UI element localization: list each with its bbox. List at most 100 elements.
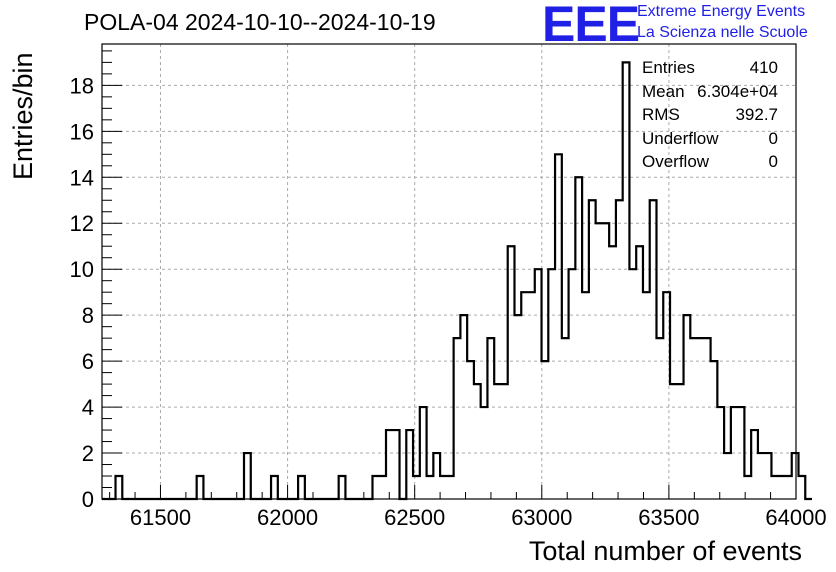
histogram-bin: [663, 292, 670, 499]
histogram-bin: [751, 430, 758, 499]
histogram-bin: [684, 315, 691, 499]
histogram-bin: [704, 338, 711, 499]
logo-line-1: Extreme Energy Events: [637, 3, 806, 20]
histogram-bin: [481, 407, 488, 499]
histogram-bin: [116, 476, 123, 499]
histogram-bin: [528, 292, 535, 499]
histogram-bin: [562, 338, 569, 499]
histogram-bin: [420, 407, 427, 499]
histogram-bin: [785, 476, 792, 499]
histogram-bin: [548, 269, 555, 499]
histogram-bin: [670, 384, 677, 499]
logo-line-2: La Scienza nelle Scuole: [637, 24, 808, 41]
histogram-bin: [197, 476, 204, 499]
x-tick-label: 63000: [511, 505, 572, 530]
histogram-bin: [514, 315, 521, 499]
y-tick-label: 6: [82, 349, 94, 374]
histogram-bin: [765, 453, 772, 499]
grid-lines: [102, 44, 796, 499]
histogram-bin: [677, 384, 684, 499]
histogram-bin: [508, 246, 515, 499]
histogram-bin: [792, 453, 799, 499]
histogram-bin: [393, 430, 400, 499]
histogram-bin: [521, 292, 528, 499]
stat-value: 0: [768, 128, 778, 148]
x-axis-label: Total number of events: [528, 536, 802, 566]
histogram-bin: [542, 361, 549, 499]
plot-frame: [101, 43, 797, 500]
histogram-bin: [643, 292, 650, 499]
histogram-bin: [771, 476, 778, 499]
histogram-bin: [474, 384, 481, 499]
histogram-bin: [582, 292, 589, 499]
histogram-bin: [372, 476, 379, 499]
histogram-bin: [711, 361, 718, 499]
histogram-bin: [650, 200, 657, 499]
histogram-bin: [406, 430, 413, 499]
histogram-bin: [744, 476, 751, 499]
histogram-bin: [460, 315, 467, 499]
histogram-bin: [758, 453, 765, 499]
histogram-bin: [575, 177, 582, 499]
stat-label: Mean: [642, 81, 685, 101]
histogram-bin: [778, 476, 785, 499]
stat-value: 392.7: [735, 105, 778, 124]
histogram-bin: [386, 430, 393, 499]
histogram-bin: [609, 246, 616, 499]
y-axis-label: Entries/bin: [8, 52, 38, 180]
stat-row-overflow: Overflow 0: [642, 152, 778, 176]
x-tick-label: 63500: [638, 505, 699, 530]
histogram-bin: [440, 476, 447, 499]
histogram-bin: [569, 269, 576, 499]
histogram-bin: [487, 338, 494, 499]
histogram-bin: [447, 476, 454, 499]
y-tick-label: 18: [70, 73, 94, 98]
histogram-bin: [413, 476, 420, 499]
histogram-bin: [298, 476, 305, 499]
histogram-bin: [636, 246, 643, 499]
y-tick-label: 12: [70, 211, 94, 236]
stat-value: 410: [749, 58, 778, 77]
histogram-bin: [738, 407, 745, 499]
y-tick-label: 2: [82, 441, 94, 466]
y-tick-label: 4: [82, 395, 94, 420]
histogram-bin: [596, 223, 603, 499]
histogram-bin: [454, 338, 461, 499]
y-tick-label: 16: [70, 119, 94, 144]
axis-ticks: [102, 50, 797, 500]
y-tick-label: 10: [70, 257, 94, 282]
chart-title: POLA-04 2024-10-10--2024-10-19: [84, 9, 436, 35]
stat-label: RMS: [642, 105, 680, 124]
histogram-bin: [623, 62, 630, 499]
stat-label: Overflow: [642, 152, 710, 171]
y-tick-labels: 0 2 4 6 8 10 12 14 16 18: [70, 73, 94, 512]
histogram-bin: [717, 407, 724, 499]
x-tick-label: 64000: [765, 505, 826, 530]
histogram-bin: [271, 476, 278, 499]
histogram-bin: [244, 453, 251, 499]
stat-row-mean: Mean 6.304e+04: [642, 82, 778, 106]
stat-row-rms: RMS 392.7: [642, 105, 778, 129]
histogram-outline: [102, 61, 813, 501]
histogram-bin: [724, 453, 731, 499]
stats-box: Entries 410 Mean 6.304e+04 RMS 392.7 Und…: [642, 58, 778, 176]
stat-value: 6.304e+04: [697, 81, 778, 101]
stat-value: 0: [768, 152, 778, 171]
y-tick-label: 0: [82, 487, 94, 512]
histogram-bin: [602, 223, 609, 499]
histogram-bin: [656, 338, 663, 499]
histogram-bin: [589, 200, 596, 499]
x-tick-label: 61500: [130, 505, 191, 530]
x-tick-label: 62500: [384, 505, 445, 530]
histogram-bin: [616, 200, 623, 499]
histogram-bin: [629, 269, 636, 499]
histogram-bin: [798, 476, 805, 499]
x-tick-label: 62000: [257, 505, 318, 530]
histogram-bin: [501, 384, 508, 499]
stat-label: Underflow: [642, 128, 719, 148]
histogram-bin: [690, 338, 697, 499]
stat-label: Entries: [642, 58, 695, 77]
stat-row-entries: Entries 410: [642, 58, 778, 82]
histogram-bin: [379, 476, 386, 499]
